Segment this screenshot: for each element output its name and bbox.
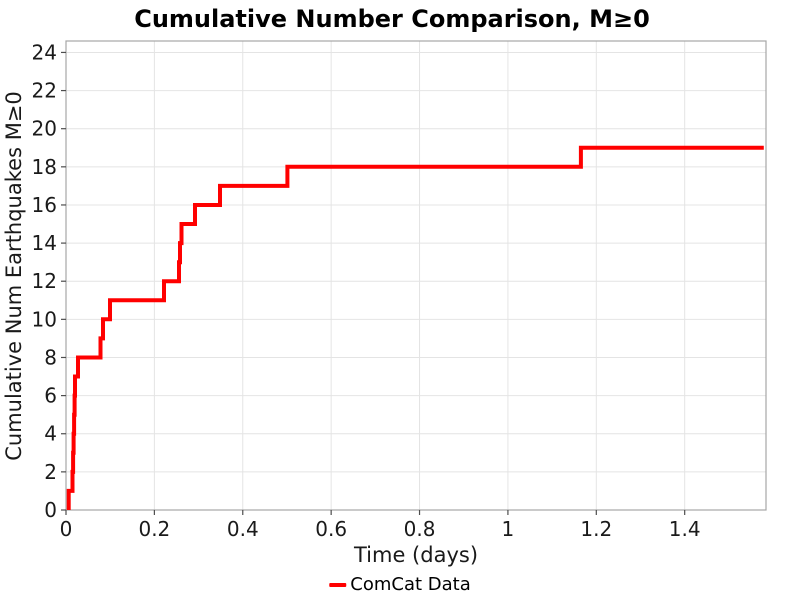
y-tick-label: 8 (44, 345, 57, 369)
plot-border (65, 40, 767, 511)
x-tick-label: 0.2 (138, 517, 170, 541)
y-tick-label: 12 (32, 269, 57, 293)
chart-title: Cumulative Number Comparison, M≥0 (134, 5, 650, 33)
x-axis-label: Time (days) (353, 543, 479, 567)
x-tick-label: 0.6 (315, 517, 347, 541)
y-tick-label: 4 (44, 422, 57, 446)
y-tick-label: 20 (32, 117, 57, 141)
y-tick-label: 2 (44, 460, 57, 484)
x-tick-label: 0.8 (404, 517, 436, 541)
y-axis-label: Cumulative Num Earthquakes M≥0 (2, 91, 26, 461)
y-tick-label: 0 (44, 498, 57, 522)
x-tick-label: 1.2 (580, 517, 612, 541)
legend: ComCat Data (329, 574, 471, 595)
legend-label: ComCat Data (350, 574, 471, 595)
y-tick-label: 14 (32, 231, 57, 255)
y-tick-label: 18 (32, 155, 57, 179)
x-tick-label: 0.4 (227, 517, 259, 541)
legend-line-swatch (329, 582, 347, 587)
y-tick-label: 6 (44, 384, 57, 408)
x-tick-label: 0 (60, 517, 73, 541)
x-tick-label: 1.4 (669, 517, 701, 541)
series-line-comcat (66, 145, 764, 510)
x-tick-label: 1 (502, 517, 515, 541)
y-tick-label: 10 (32, 307, 57, 331)
y-tick-label: 24 (32, 40, 57, 64)
y-tick-label: 22 (32, 79, 57, 103)
y-tick-label: 16 (32, 193, 57, 217)
